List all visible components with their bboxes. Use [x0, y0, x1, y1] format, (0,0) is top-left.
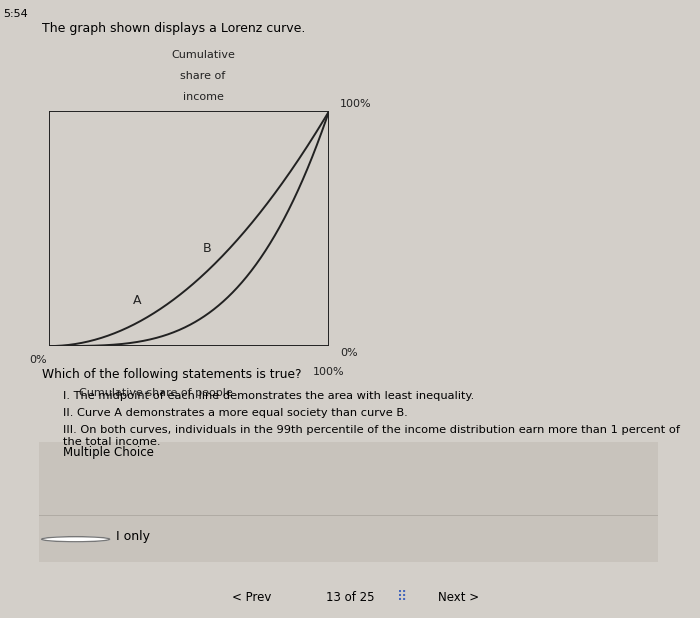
Text: 0%: 0%: [340, 349, 358, 358]
Text: 5:54: 5:54: [4, 9, 28, 19]
Text: 13 of 25: 13 of 25: [326, 591, 374, 604]
Text: Next >: Next >: [438, 591, 479, 604]
Text: Cumulative: Cumulative: [171, 49, 235, 59]
Text: A: A: [133, 294, 141, 307]
Text: income: income: [183, 92, 223, 102]
Text: 100%: 100%: [340, 99, 372, 109]
Text: ⠿: ⠿: [398, 590, 407, 604]
Text: Multiple Choice: Multiple Choice: [63, 446, 154, 459]
Text: The graph shown displays a Lorenz curve.: The graph shown displays a Lorenz curve.: [42, 22, 305, 35]
Text: share of: share of: [181, 70, 225, 81]
Text: III. On both curves, individuals in the 99th percentile of the income distributi: III. On both curves, individuals in the …: [63, 425, 680, 447]
Text: I. The midpoint of each line demonstrates the area with least inequality.: I. The midpoint of each line demonstrate…: [63, 391, 475, 400]
Text: II. Curve A demonstrates a more equal society than curve B.: II. Curve A demonstrates a more equal so…: [63, 408, 407, 418]
Text: 100%: 100%: [313, 367, 345, 377]
Circle shape: [41, 536, 110, 542]
Text: < Prev: < Prev: [232, 591, 272, 604]
Text: Which of the following statements is true?: Which of the following statements is tru…: [42, 368, 302, 381]
Text: Cumulative share of people: Cumulative share of people: [78, 388, 232, 399]
Text: 0%: 0%: [29, 355, 47, 365]
Text: I only: I only: [116, 530, 150, 543]
Text: B: B: [203, 242, 211, 255]
